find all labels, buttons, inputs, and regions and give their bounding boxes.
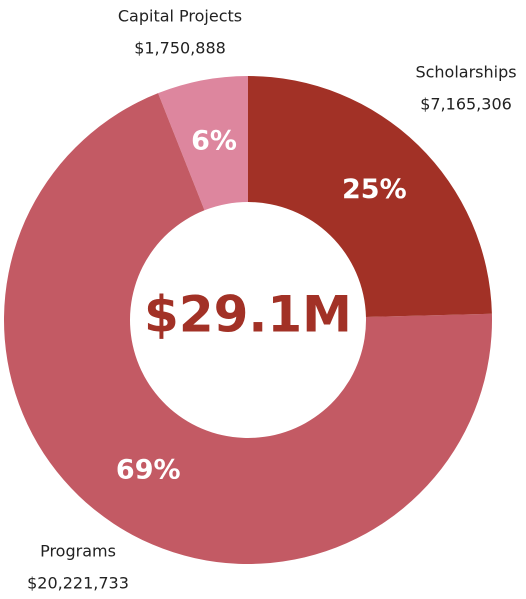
donut-slice	[248, 76, 492, 317]
value-label: $20,221,733	[27, 574, 129, 593]
percent-label: 25%	[342, 174, 407, 205]
category-label: Programs	[40, 542, 116, 561]
category-label: Scholarships	[415, 63, 516, 82]
value-label: $1,750,888	[134, 39, 226, 58]
value-label: $7,165,306	[420, 95, 512, 114]
percent-label: 69%	[116, 455, 181, 486]
donut-slice	[3, 93, 492, 564]
percent-label: 6%	[191, 126, 237, 157]
category-label: Capital Projects	[118, 7, 242, 26]
donut-slice	[158, 76, 248, 211]
center-label: $29.1M	[144, 286, 352, 344]
